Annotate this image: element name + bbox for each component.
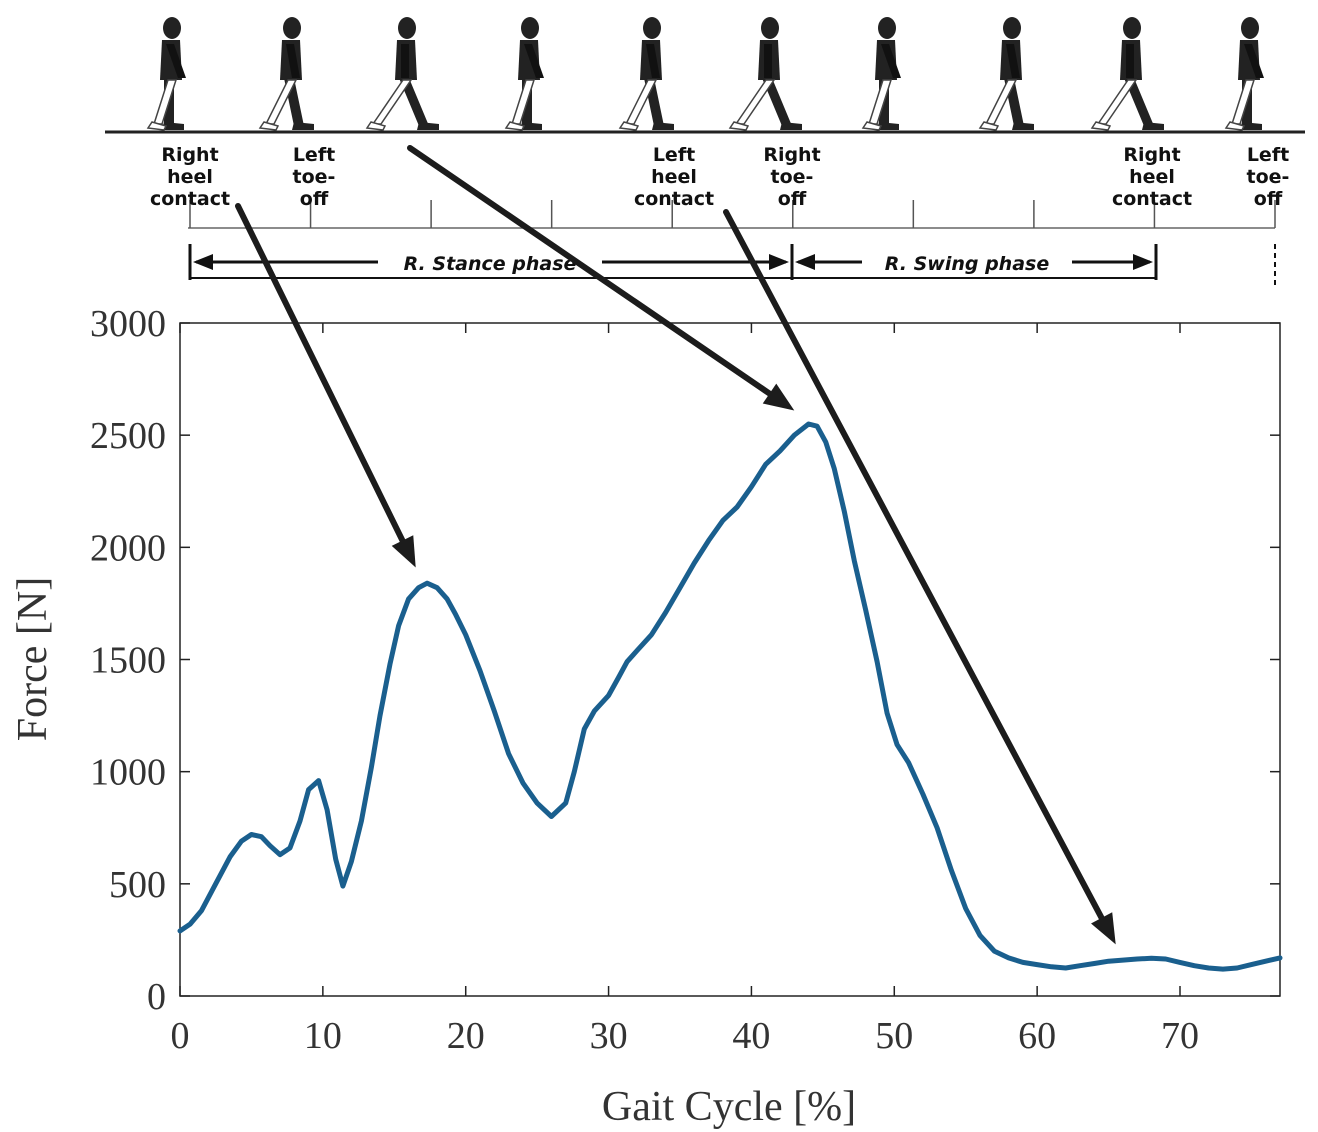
gait-event-text: heel	[651, 166, 697, 188]
y-tick-label: 2500	[90, 415, 166, 457]
gait-event-labels: RightheelcontactLefttoe-offLeftheelconta…	[150, 144, 1290, 210]
swing-arrowhead-left	[795, 254, 815, 270]
walking-figure-icon	[978, 17, 1034, 131]
x-axis-title: Gait Cycle [%]	[602, 1084, 856, 1130]
gait-event-text: Right	[1123, 144, 1180, 166]
event-scale-ticks	[189, 200, 1276, 228]
stance-phase-label: R. Stance phase	[404, 253, 577, 275]
annotation-arrowhead	[1091, 912, 1116, 945]
annotation-arrowhead	[391, 535, 416, 568]
gait-event-text: Left	[1247, 144, 1289, 166]
phase-bar: R. Stance phase R. Swing phase	[188, 244, 1276, 285]
gait-event-text: Right	[161, 144, 218, 166]
y-axis-title: Force [N]	[10, 577, 56, 741]
x-tick-label: 40	[732, 1015, 770, 1057]
gait-event-text: off	[778, 188, 807, 210]
annotation-arrow-line	[407, 145, 773, 397]
walking-figure-icon	[365, 17, 439, 131]
gait-event-text: toe-	[293, 166, 336, 188]
gait-event-text: Left	[653, 144, 695, 166]
annotation-arrow-line	[723, 209, 1105, 921]
walking-figure-icon	[504, 17, 544, 131]
y-tick-label: 1500	[90, 640, 166, 682]
gait-illustration: RightheelcontactLefttoe-offLeftheelconta…	[105, 17, 1305, 285]
x-tick-label: 60	[1018, 1015, 1056, 1057]
x-tick-label: 70	[1161, 1015, 1199, 1057]
gait-event-text: heel	[167, 166, 213, 188]
swing-phase-label: R. Swing phase	[885, 253, 1050, 275]
walking-figure-icon	[258, 17, 314, 131]
walking-figure-icon	[146, 17, 186, 131]
walking-figure-icon	[728, 17, 802, 131]
swing-arrowhead-right	[1133, 254, 1153, 270]
walking-figure-icon	[1090, 17, 1164, 131]
x-tick-label: 10	[304, 1015, 342, 1057]
gait-event-text: contact	[1112, 188, 1192, 210]
gait-event-text: contact	[634, 188, 714, 210]
stance-arrowhead-left	[193, 254, 213, 270]
gait-event-text: toe-	[771, 166, 814, 188]
walking-figure-icon	[1224, 17, 1264, 131]
x-tick-label: 0	[171, 1015, 190, 1057]
force-chart: 0 10 20 30 40 50 60 70 0 500 1000 1500 2000 2500 3000…	[10, 303, 1283, 1130]
annotation-arrowhead	[762, 383, 795, 411]
y-tick-label: 0	[147, 976, 166, 1018]
walking-figure-icon	[618, 17, 674, 131]
y-tick-label: 500	[109, 864, 166, 906]
x-tick-label: 20	[447, 1015, 485, 1057]
y-tick-label: 1000	[90, 752, 166, 794]
annotation-arrow-line	[235, 203, 406, 544]
x-axis-ticks: 0 10 20 30 40 50 60 70	[171, 323, 1199, 1057]
gait-event-text: Right	[763, 144, 820, 166]
gait-event-text: heel	[1129, 166, 1175, 188]
x-tick-label: 30	[590, 1015, 628, 1057]
gait-event-text: Left	[293, 144, 335, 166]
walking-figure-icon	[861, 17, 901, 131]
y-tick-label: 3000	[90, 303, 166, 345]
walking-figures	[146, 17, 1264, 131]
gait-event-text: off	[300, 188, 329, 210]
event-arrows	[235, 145, 1116, 945]
x-tick-label: 50	[875, 1015, 913, 1057]
y-tick-label: 2000	[90, 527, 166, 569]
gait-event-text: contact	[150, 188, 230, 210]
gait-event-text: toe-	[1247, 166, 1290, 188]
stance-arrowhead-right	[769, 254, 789, 270]
gait-event-text: off	[1254, 188, 1283, 210]
y-axis-ticks: 0 500 1000 1500 2000 2500 3000	[90, 303, 1280, 1018]
force-series-line	[177, 421, 1283, 972]
